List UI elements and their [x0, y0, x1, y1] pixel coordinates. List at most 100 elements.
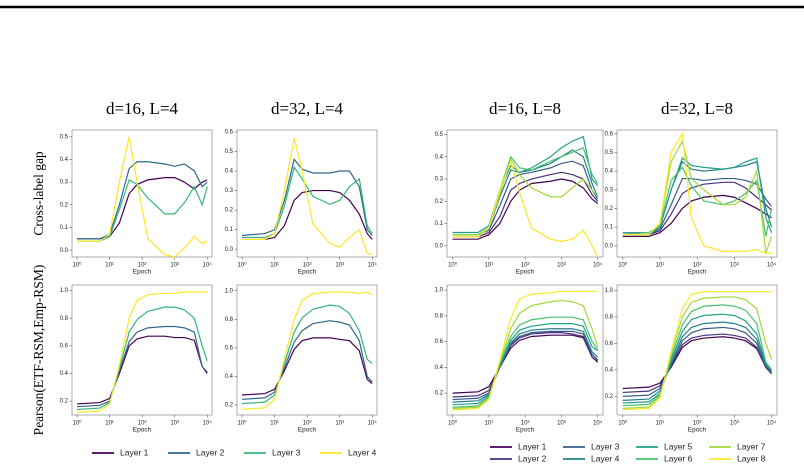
series-line	[77, 136, 208, 258]
y-axis-label: Pearson(ETF-RSM,Emp-RSM)	[31, 265, 46, 436]
x-tick-label: 10³	[557, 421, 566, 427]
series-line	[622, 177, 773, 236]
y-tick-label: 0.1	[225, 227, 234, 233]
y-tick-label: 0.8	[605, 314, 614, 320]
subplot: 10⁰ 10¹ 10² 10³ 10⁴ 0.0 0.1 0.2 0.3 0.4 0.5 0.6 Epoc…	[225, 99, 378, 276]
y-tick-label: 0.6	[60, 343, 69, 349]
y-tick-label: 0.2	[605, 394, 614, 400]
subplot: 10⁰ 10¹ 10² 10³ 10⁴ 0.2 0.4 0.6 0.8 1.0 Epoch	[225, 284, 378, 434]
y-axis-label: Cross-label gap	[31, 151, 46, 236]
x-tick-label: 10²	[303, 263, 312, 269]
series-line	[452, 330, 599, 401]
x-tick-label: 10²	[521, 263, 530, 269]
x-tick-label: 10³	[170, 421, 179, 427]
x-axis-label: Epoch	[516, 269, 535, 276]
legend-label: Layer 3	[591, 441, 620, 451]
y-tick-label: 0.2	[225, 403, 234, 409]
x-tick-label: 10¹	[485, 263, 494, 269]
series-line	[242, 291, 373, 410]
x-tick-label: 10³	[730, 263, 739, 269]
x-tick-label: 10⁴	[767, 420, 777, 427]
x-tick-label: 10²	[303, 421, 312, 427]
axes-frame	[71, 129, 213, 258]
x-tick-label: 10³	[335, 421, 344, 427]
subplot: 10⁰ 10¹ 10² 10³ 10⁴ 0.0 0.1 0.2 0.3 0.4 0.5 Epoch d=…	[435, 99, 604, 276]
y-tick-label: 0.4	[60, 157, 69, 163]
x-tick-label: 10⁴	[767, 262, 777, 269]
x-axis-label: Epoch	[133, 269, 152, 276]
series-line	[242, 137, 373, 256]
x-axis-label: Epoch	[688, 269, 707, 276]
axes-frame	[236, 284, 378, 416]
subplot-title: d=32, L=4	[271, 99, 344, 118]
y-tick-label: 0.6	[225, 130, 234, 136]
series-line	[622, 194, 772, 238]
y-tick-label: 0.3	[605, 187, 614, 193]
series-line	[452, 290, 598, 411]
subplot-title: d=16, L=4	[106, 99, 179, 118]
x-tick-label: 10³	[335, 263, 344, 269]
series-line	[452, 171, 599, 238]
y-tick-label: 0.3	[225, 188, 234, 194]
legend-label: Layer 4	[348, 447, 377, 457]
legend-label: Layer 8	[737, 453, 766, 463]
x-tick-label: 10²	[521, 421, 530, 427]
legend-label: Layer 4	[591, 453, 620, 463]
x-tick-label: 10¹	[485, 421, 494, 427]
series-line	[242, 337, 373, 396]
y-tick-label: 0.3	[60, 180, 69, 186]
x-axis-label: Epoch	[516, 427, 535, 434]
x-axis-label: Epoch	[688, 427, 707, 434]
y-tick-label: 0.2	[605, 206, 614, 212]
y-tick-label: 0.8	[60, 316, 69, 322]
series-line	[622, 181, 772, 236]
y-tick-label: 0.2	[435, 199, 444, 205]
series-line	[622, 166, 773, 237]
x-tick-label: 10²	[693, 421, 702, 427]
series-line	[622, 291, 772, 411]
y-tick-label: 0.4	[60, 371, 69, 377]
y-tick-label: 0.6	[435, 339, 444, 345]
x-tick-label: 10³	[730, 421, 739, 427]
series-line	[77, 179, 208, 242]
series-line	[77, 161, 208, 240]
subplot: 10⁰ 10¹ 10² 10³ 10⁴ 0.0 0.1 0.2 0.3 0.4 0.5 Epoch d=…	[31, 99, 213, 276]
series-line	[452, 332, 599, 398]
x-tick-label: 10⁰	[448, 420, 458, 427]
x-tick-label: 10⁴	[593, 420, 603, 427]
y-tick-label: 0.1	[605, 225, 614, 231]
y-tick-label: 0.6	[225, 345, 234, 351]
series-line	[242, 165, 373, 239]
legend-label: Layer 2	[196, 447, 225, 457]
series-line	[622, 333, 773, 394]
y-tick-label: 0.0	[225, 247, 234, 253]
legend-label: Layer 1	[518, 441, 547, 451]
series-line	[242, 320, 373, 400]
subplot-title: d=16, L=8	[489, 99, 561, 118]
x-tick-label: 10⁴	[368, 420, 378, 427]
x-tick-label: 10¹	[105, 263, 114, 269]
subplot: 10⁰ 10¹ 10² 10³ 10⁴ 0.0 0.1 0.2 0.3 0.4 0.5 0.6 Epoc…	[605, 99, 778, 276]
series-line	[622, 336, 772, 390]
series-line	[452, 160, 599, 236]
y-tick-label: 1.0	[605, 288, 614, 294]
y-tick-label: 0.6	[605, 341, 614, 347]
x-axis-label: Epoch	[298, 269, 317, 276]
x-tick-label: 10¹	[270, 421, 279, 427]
y-tick-label: 0.1	[435, 221, 444, 227]
series-line	[622, 131, 772, 254]
series-line	[622, 156, 773, 236]
series-line	[622, 313, 773, 404]
subplot: 10⁰ 10¹ 10² 10³ 10⁴ 0.2 0.4 0.6 0.8 1.0 Epoch Pears…	[31, 265, 377, 458]
x-tick-label: 10¹	[656, 263, 665, 269]
x-tick-label: 10⁴	[593, 262, 603, 269]
series-line	[77, 306, 208, 411]
y-tick-label: 1.0	[435, 288, 444, 294]
y-tick-label: 0.2	[435, 391, 444, 397]
x-tick-label: 10⁰	[72, 262, 82, 269]
series-line	[242, 189, 373, 241]
subplot-title: d=32, L=8	[661, 99, 733, 118]
x-tick-label: 10⁰	[618, 420, 628, 427]
x-axis-label: Epoch	[298, 427, 317, 434]
legend-label: Layer 1	[120, 447, 149, 457]
